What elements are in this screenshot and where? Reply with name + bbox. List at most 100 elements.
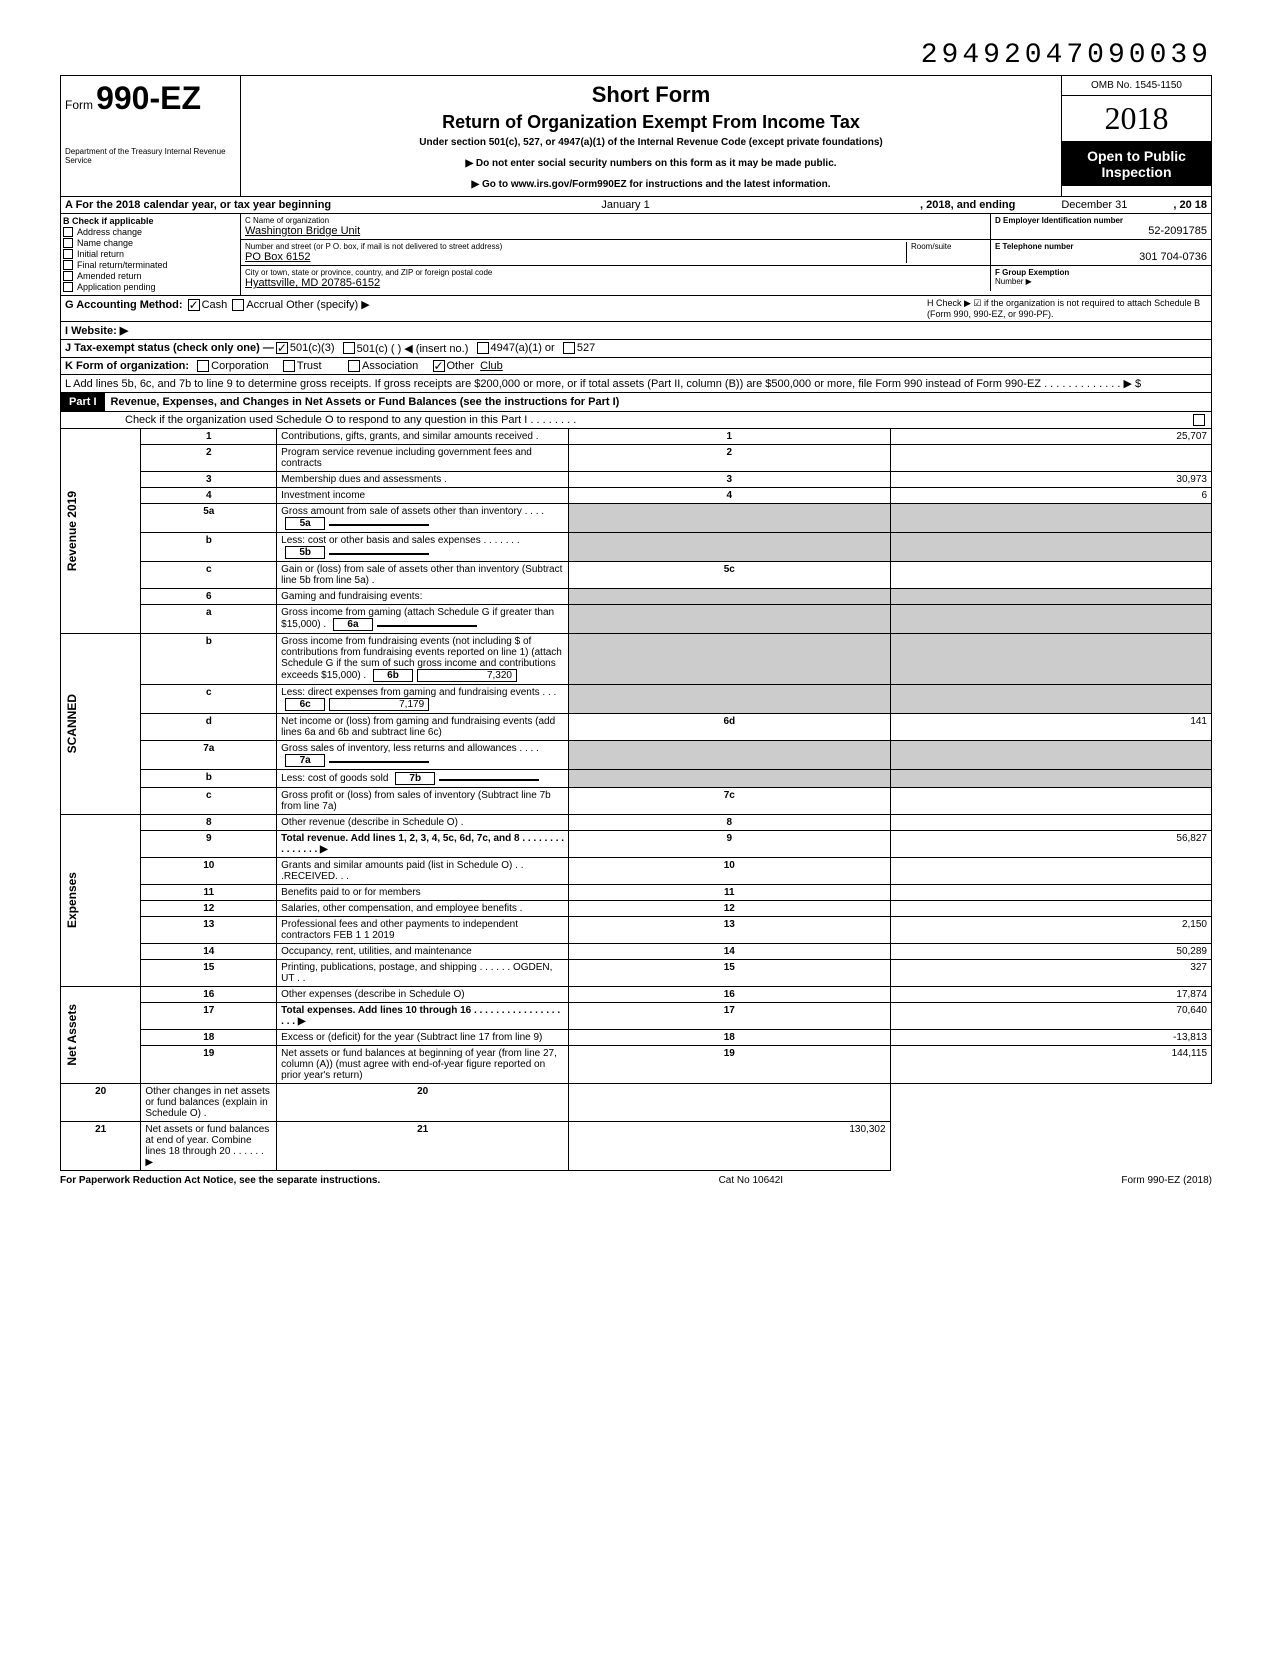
line-number: 13: [141, 917, 277, 944]
inner-box: 7b: [395, 772, 435, 785]
check-cash[interactable]: [188, 299, 200, 311]
line-number: 5a: [141, 504, 277, 533]
line-box-shaded: [569, 533, 890, 562]
omb-number: OMB No. 1545-1150: [1062, 76, 1211, 96]
line-row: cGain or (loss) from sale of assets othe…: [61, 562, 1212, 589]
line-row: Net Assets16Other expenses (describe in …: [61, 987, 1212, 1003]
inner-val: [329, 524, 429, 526]
line-desc: Other changes in net assets or fund bala…: [141, 1084, 277, 1122]
check-name-change[interactable]: Name change: [63, 238, 238, 248]
line-value: 25,707: [890, 429, 1211, 445]
check-501c3[interactable]: [276, 342, 288, 354]
line-value: 327: [890, 960, 1211, 987]
check-accrual[interactable]: [232, 299, 244, 311]
line-value: [890, 562, 1211, 589]
line-desc: Gross sales of inventory, less returns a…: [277, 741, 569, 770]
line-desc: Program service revenue including govern…: [277, 445, 569, 472]
line-value-shaded: [890, 589, 1211, 605]
f-sub: Number ▶: [995, 277, 1207, 286]
check-final-return[interactable]: Final return/terminated: [63, 260, 238, 270]
line-number: 9: [141, 831, 277, 858]
addr-label: Number and street (or P O. box, if mail …: [245, 242, 906, 251]
line-desc: Other revenue (describe in Schedule O) .: [277, 815, 569, 831]
line-row: 11Benefits paid to or for members11: [61, 885, 1212, 901]
line-box-shaded: [569, 605, 890, 634]
line-row: 21Net assets or fund balances at end of …: [61, 1122, 1212, 1171]
line-number: 4: [141, 488, 277, 504]
side-label: SCANNED: [65, 694, 79, 753]
line-value-shaded: [890, 685, 1211, 714]
line-row: 20Other changes in net assets or fund ba…: [61, 1084, 1212, 1122]
line-value: [890, 885, 1211, 901]
inner-box: 6a: [333, 618, 373, 631]
line-number: 1: [141, 429, 277, 445]
check-527[interactable]: [563, 342, 575, 354]
warning-1: ▶ Do not enter social security numbers o…: [247, 158, 1055, 169]
f-label: F Group Exemption: [995, 268, 1207, 277]
check-trust[interactable]: [283, 360, 295, 372]
line-number: 11: [141, 885, 277, 901]
check-other[interactable]: [433, 360, 445, 372]
line-number: 12: [141, 901, 277, 917]
line-desc: Occupancy, rent, utilities, and maintena…: [277, 944, 569, 960]
line-desc: Benefits paid to or for members: [277, 885, 569, 901]
line-number: 15: [141, 960, 277, 987]
line-value: 56,827: [890, 831, 1211, 858]
check-amended[interactable]: Amended return: [63, 271, 238, 281]
line-desc: Salaries, other compensation, and employ…: [277, 901, 569, 917]
line-number: 7a: [141, 741, 277, 770]
line-desc: Total revenue. Add lines 1, 2, 3, 4, 5c,…: [277, 831, 569, 858]
line-row: 12Salaries, other compensation, and empl…: [61, 901, 1212, 917]
line-box: 21: [277, 1122, 569, 1171]
part1-header-row: Part I Revenue, Expenses, and Changes in…: [60, 393, 1212, 412]
line-number: 14: [141, 944, 277, 960]
check-application-pending[interactable]: Application pending: [63, 282, 238, 292]
line-box: 20: [277, 1084, 569, 1122]
line-box-shaded: [569, 741, 890, 770]
line-box: 5c: [569, 562, 890, 589]
l-label: L Add lines 5b, 6c, and 7b to line 9 to …: [65, 377, 1141, 390]
line-desc: Less: cost of goods sold 7b: [277, 770, 569, 788]
line-value: 17,874: [890, 987, 1211, 1003]
inner-box: 7a: [285, 754, 325, 767]
b-label: B Check if applicable: [63, 216, 238, 226]
check-4947[interactable]: [477, 342, 489, 354]
line-value: [890, 858, 1211, 885]
check-corp[interactable]: [197, 360, 209, 372]
document-id: 29492047090039: [60, 40, 1212, 71]
line-desc: Membership dues and assessments .: [277, 472, 569, 488]
check-schedule-o[interactable]: [1193, 414, 1205, 426]
line-desc: Net assets or fund balances at end of ye…: [141, 1122, 277, 1171]
e-label: E Telephone number: [995, 242, 1207, 251]
d-label: D Employer Identification number: [995, 216, 1207, 225]
h-label: H Check ▶ ☑ if the organization is not r…: [927, 298, 1207, 319]
line-value-shaded: [890, 634, 1211, 685]
line-value-shaded: [890, 504, 1211, 533]
line-box: 2: [569, 445, 890, 472]
check-address-change[interactable]: Address change: [63, 227, 238, 237]
line-box: 16: [569, 987, 890, 1003]
check-assoc[interactable]: [348, 360, 360, 372]
line-row: SCANNEDbGross income from fundraising ev…: [61, 634, 1212, 685]
org-name: Washington Bridge Unit: [245, 225, 986, 237]
line-desc: Other expenses (describe in Schedule O): [277, 987, 569, 1003]
row-a-begin: January 1: [335, 197, 916, 213]
line-desc: Gross income from gaming (attach Schedul…: [277, 605, 569, 634]
line-row: 4Investment income46: [61, 488, 1212, 504]
form-label: Form: [65, 98, 93, 112]
check-initial-return[interactable]: Initial return: [63, 249, 238, 259]
line-desc: Gross amount from sale of assets other t…: [277, 504, 569, 533]
check-501c[interactable]: [343, 342, 355, 354]
side-label: Revenue 2019: [65, 491, 79, 571]
line-row: 2Program service revenue including gover…: [61, 445, 1212, 472]
line-value: 6: [890, 488, 1211, 504]
line-value: 50,289: [890, 944, 1211, 960]
form-number: 990-EZ: [96, 80, 201, 116]
line-row: Expenses8Other revenue (describe in Sche…: [61, 815, 1212, 831]
line-box-shaded: [569, 770, 890, 788]
line-row: 17Total expenses. Add lines 10 through 1…: [61, 1003, 1212, 1030]
line-box: 15: [569, 960, 890, 987]
line-box: 7c: [569, 788, 890, 815]
footer-left: For Paperwork Reduction Act Notice, see …: [60, 1175, 380, 1186]
addr-value: PO Box 6152: [245, 251, 906, 263]
